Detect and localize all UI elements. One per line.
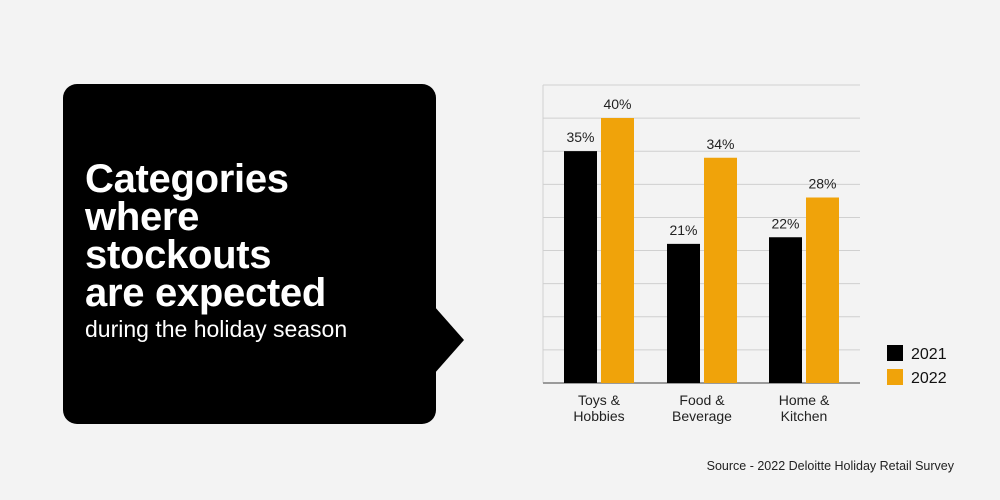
bar-2022 (601, 118, 634, 383)
category-label: Toys & Hobbies (573, 392, 624, 424)
bar-2022 (704, 157, 737, 383)
callout-pointer (434, 306, 464, 374)
data-label: 28% (808, 176, 836, 192)
headline-line: stockouts (85, 233, 272, 277)
callout-box (63, 84, 436, 424)
legend-label: 2022 (911, 370, 947, 387)
category-label: Food & Beverage (672, 392, 732, 424)
chart-data-labels: 35% 40% 21% 34% 22% 28% (566, 96, 836, 238)
data-label: 22% (771, 215, 799, 231)
data-label: 35% (566, 129, 594, 145)
bar-2021 (667, 243, 700, 383)
bar-2021 (564, 151, 597, 383)
chart-bars (564, 118, 839, 383)
headline: Categories where stockouts are expected (85, 157, 425, 315)
legend-swatch-2021 (887, 345, 903, 361)
category-label: Home & Kitchen (779, 392, 830, 424)
category-label-line: Food & (679, 392, 725, 408)
category-label-line: Toys & (578, 392, 621, 408)
legend-swatch-2022 (887, 369, 903, 385)
category-label-line: Beverage (672, 408, 732, 424)
chart-legend: 2021 2022 (887, 345, 947, 387)
category-label-line: Hobbies (573, 408, 624, 424)
category-label-line: Kitchen (781, 408, 828, 424)
data-label: 21% (669, 222, 697, 238)
subheadline: during the holiday season (85, 316, 348, 342)
chart-category-labels: Toys & Hobbies Food & Beverage Home & Kitchen (573, 392, 830, 424)
legend-label: 2021 (911, 346, 947, 363)
bar-2021 (769, 237, 802, 383)
bar-2022 (806, 197, 839, 383)
source-note: Source - 2022 Deloitte Holiday Retail Su… (706, 459, 954, 473)
headline-line: are expected (85, 271, 326, 315)
category-label-line: Home & (779, 392, 830, 408)
data-label: 34% (706, 136, 734, 152)
headline-line: Categories (85, 157, 289, 201)
data-label: 40% (603, 96, 631, 112)
headline-line: where (85, 195, 200, 239)
